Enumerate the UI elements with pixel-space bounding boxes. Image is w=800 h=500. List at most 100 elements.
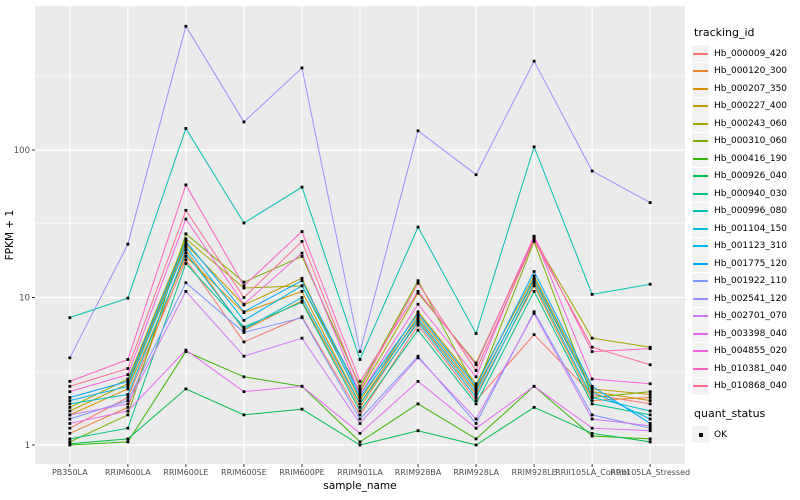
data-point [358, 350, 362, 353]
legend-item-Hb_003398_040: Hb_003398_040 [692, 325, 798, 343]
legend-item-Hb_000120_300: Hb_000120_300 [692, 62, 798, 81]
data-point [68, 442, 72, 446]
legend-item-label: Hb_000120_300 [714, 66, 788, 77]
data-point [648, 422, 652, 425]
legend-item-Hb_000996_080: Hb_000996_080 [692, 202, 798, 221]
data-point [474, 399, 478, 402]
data-point [474, 422, 478, 425]
legend-key-line [692, 272, 709, 290]
data-point [532, 59, 536, 63]
data-point [184, 240, 188, 243]
data-point [532, 281, 536, 285]
data-point [474, 384, 478, 388]
legend-item-label: Hb_002541_120 [714, 293, 788, 304]
legend-item-label: Hb_000009_420 [714, 48, 788, 59]
legend-item-label: Hb_000940_030 [714, 188, 788, 199]
y-tick-label: 10 [19, 294, 30, 304]
data-point [532, 289, 536, 293]
data-point [242, 221, 246, 225]
data-point [126, 440, 130, 444]
data-point [300, 251, 304, 255]
legend-item-Hb_000009_420: Hb_000009_420 [692, 45, 798, 63]
data-point [648, 399, 652, 402]
data-point [126, 405, 130, 409]
data-point [300, 407, 304, 411]
x-tick-label: PB350LA [52, 468, 88, 477]
data-point [474, 443, 478, 447]
legend-key-line [692, 62, 709, 80]
black-square-marker-icon [698, 432, 703, 437]
data-point [590, 399, 594, 402]
x-tick-label: RRIM928LA [453, 468, 499, 477]
data-point [126, 384, 130, 388]
legend-item-Hb_001123_310: Hb_001123_310 [692, 237, 798, 256]
data-point [126, 387, 130, 391]
data-point [416, 281, 420, 285]
series-color-swatch [693, 70, 708, 73]
data-point [184, 254, 188, 258]
series-color-swatch [693, 367, 708, 370]
x-tick-label: RRIM928BA [395, 468, 442, 477]
data-point [358, 405, 362, 409]
data-point [590, 426, 594, 430]
data-point [300, 185, 304, 189]
series-color-swatch [693, 157, 708, 160]
data-point [358, 387, 362, 391]
series-color-swatch [693, 175, 708, 178]
data-point [184, 289, 188, 293]
legend-key-line [692, 377, 709, 395]
series-color-swatch [693, 350, 708, 353]
data-point [358, 409, 362, 413]
data-point [590, 417, 594, 421]
data-point [300, 240, 304, 243]
data-point [648, 347, 652, 351]
data-point [126, 402, 130, 406]
data-point [590, 350, 594, 353]
series-color-swatch [693, 332, 708, 335]
data-point [242, 296, 246, 299]
data-point [648, 437, 652, 441]
data-point [242, 340, 246, 344]
data-point [126, 358, 130, 361]
data-point [300, 316, 304, 320]
data-point [300, 279, 304, 283]
data-point [648, 393, 652, 396]
x-tick-label: RRII105LA_Control [555, 468, 629, 477]
data-point [648, 363, 652, 367]
legend-key-line [692, 132, 709, 150]
data-point [416, 354, 420, 358]
legend-item-Hb_010868_040: Hb_010868_040 [692, 377, 798, 396]
data-point [648, 345, 652, 349]
data-point [68, 422, 72, 425]
x-tick-label: RRIM600LA [105, 468, 151, 477]
legend-item-Hb_000310_060: Hb_000310_060 [692, 132, 798, 151]
data-point [68, 437, 72, 441]
series-color-swatch [693, 245, 708, 248]
data-point [126, 399, 130, 402]
legend-key-line [692, 80, 709, 98]
legend-item-Hb_002701_070: Hb_002701_070 [692, 307, 798, 326]
legend-item-Hb_001104_150: Hb_001104_150 [692, 220, 798, 238]
data-point [474, 387, 478, 391]
data-point [590, 336, 594, 340]
legend-item-label: Hb_000243_060 [714, 118, 788, 129]
data-point [300, 296, 304, 299]
data-point [532, 145, 536, 149]
data-point [416, 318, 420, 322]
data-point [648, 201, 652, 204]
data-point [126, 396, 130, 399]
legend-key-line [692, 220, 709, 238]
data-point [590, 434, 594, 438]
legend-item-label: Hb_000996_080 [714, 206, 788, 217]
legend-key-point [692, 426, 709, 444]
data-point [126, 413, 130, 417]
data-point [126, 373, 130, 377]
data-point [358, 384, 362, 388]
series-color-swatch [693, 385, 708, 388]
data-point [68, 356, 72, 360]
x-tick-label: RRIM901LA [337, 468, 383, 477]
data-point [242, 413, 246, 417]
data-point [358, 399, 362, 402]
data-point [184, 251, 188, 255]
